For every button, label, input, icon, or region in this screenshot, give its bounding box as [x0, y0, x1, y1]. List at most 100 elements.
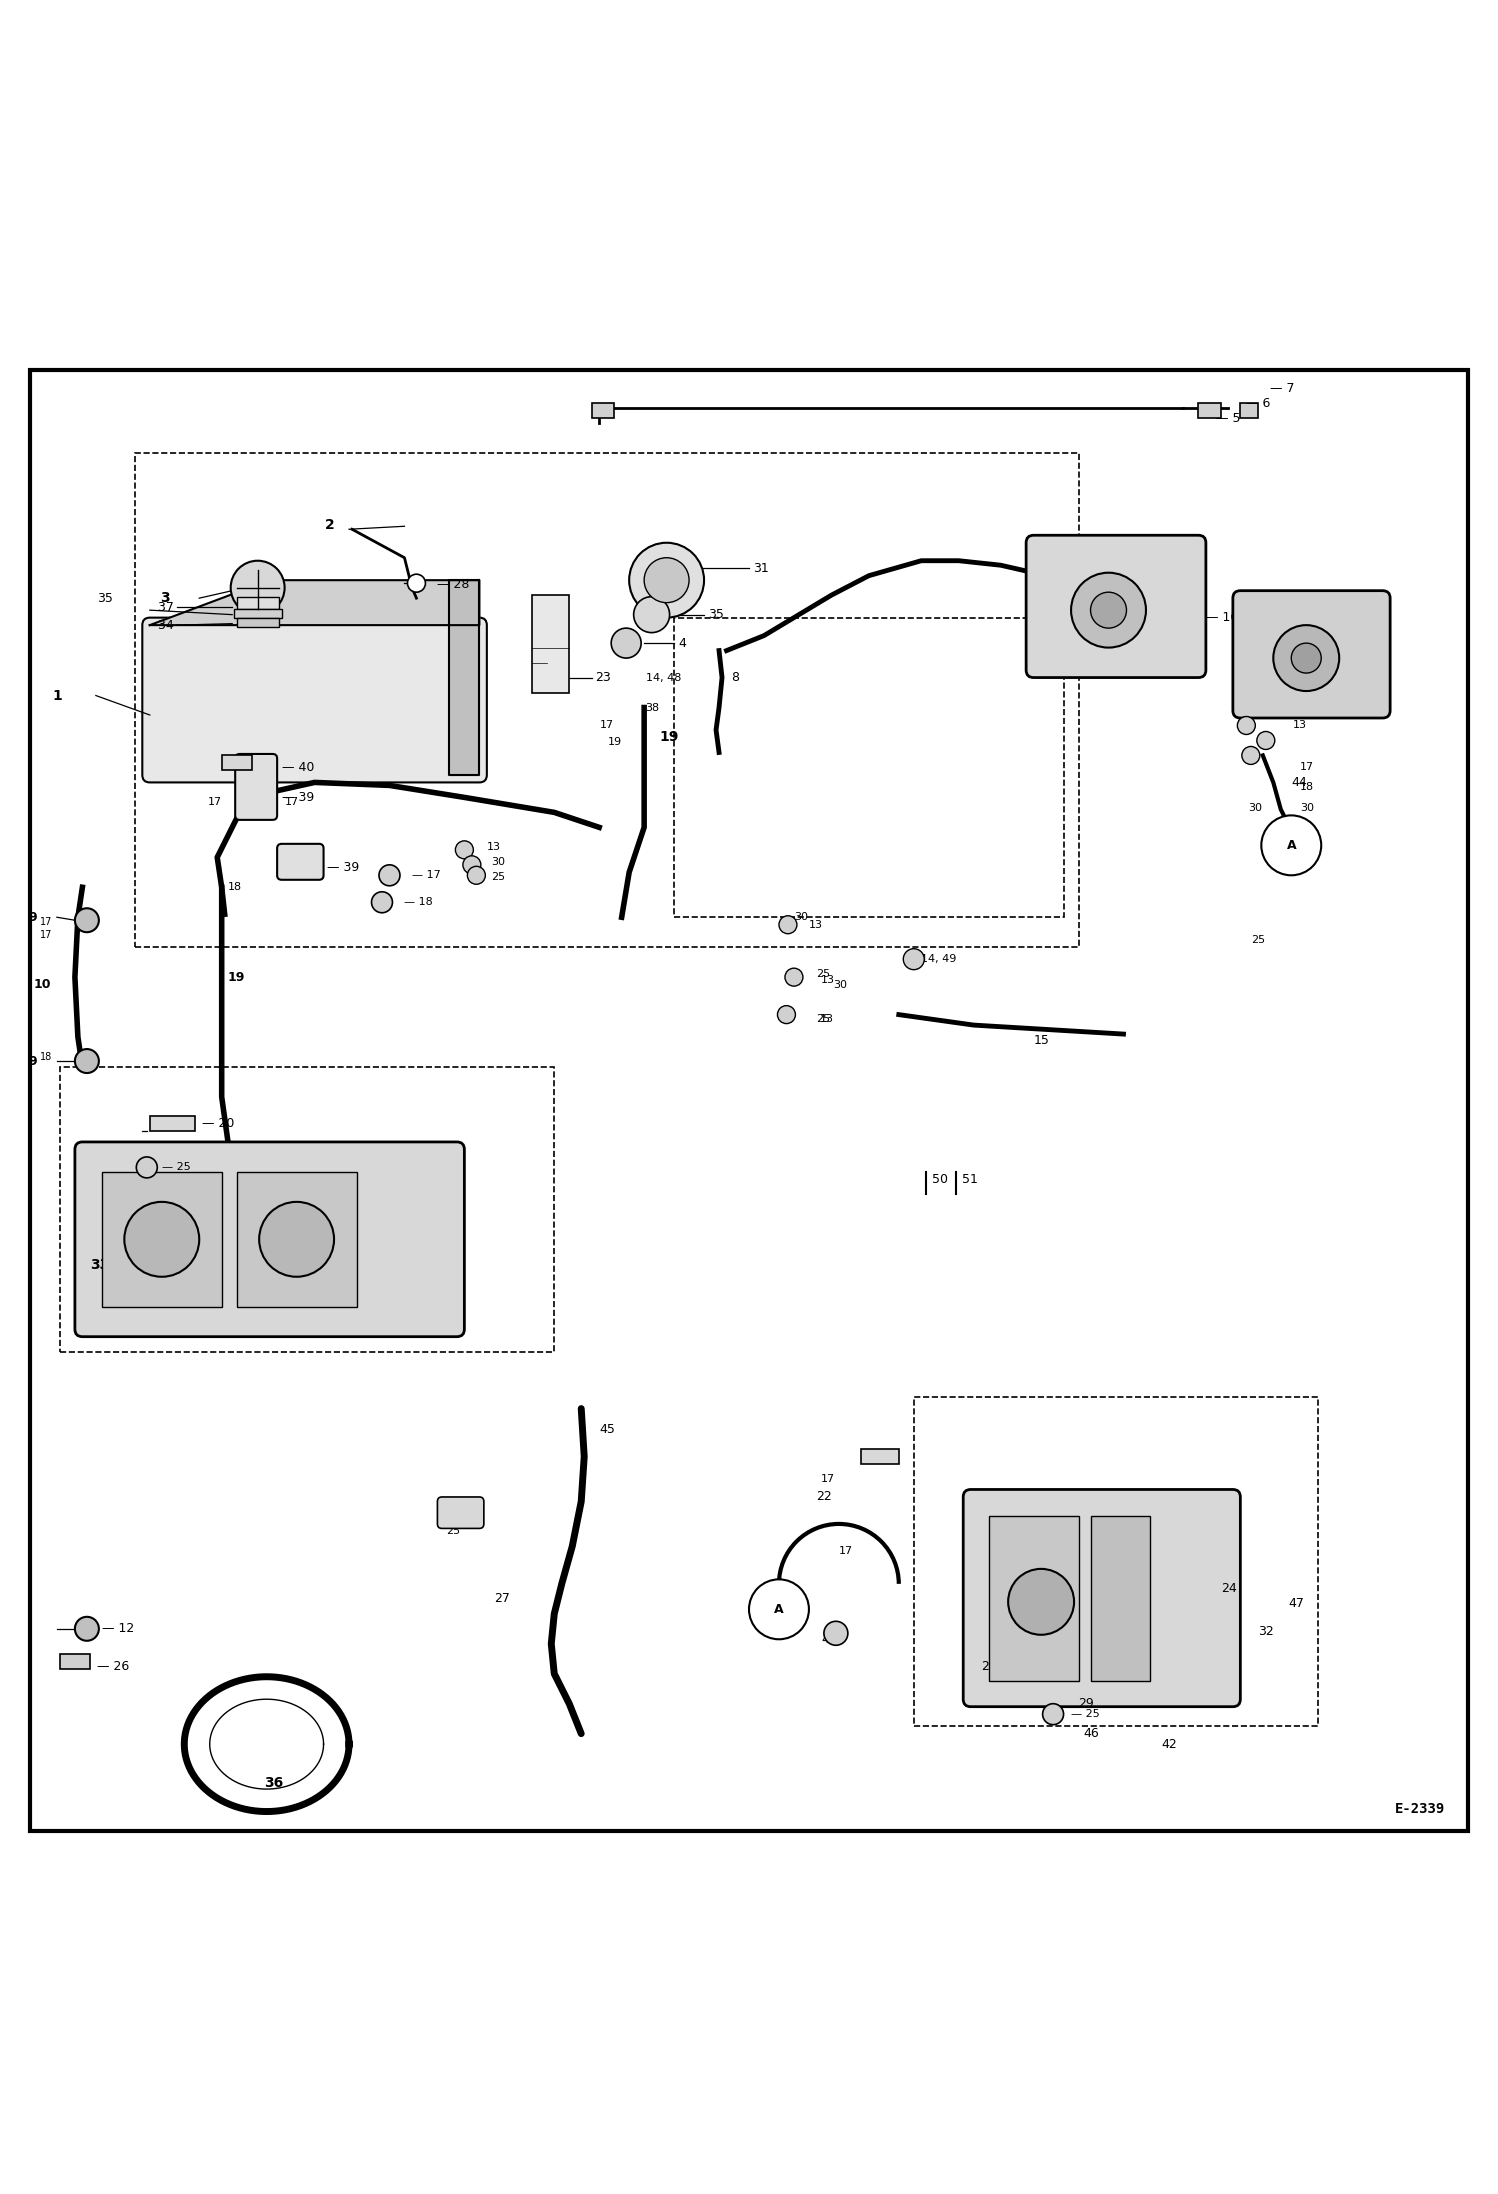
- Text: 9: 9: [28, 1055, 37, 1068]
- Bar: [222, 755, 252, 770]
- Text: 2: 2: [325, 518, 334, 531]
- Text: — 26: — 26: [97, 1659, 130, 1672]
- Circle shape: [1261, 816, 1321, 875]
- Text: 25: 25: [816, 1014, 830, 1025]
- Text: — 25: — 25: [1071, 1709, 1100, 1720]
- Text: 23: 23: [595, 671, 611, 685]
- Text: 13: 13: [487, 842, 500, 851]
- Text: 10: 10: [33, 979, 51, 992]
- Text: 46: 46: [1083, 1727, 1100, 1740]
- Text: — 28: — 28: [437, 579, 470, 590]
- Text: — 40: — 40: [282, 761, 315, 774]
- Text: 22: 22: [816, 1490, 833, 1503]
- Circle shape: [1242, 746, 1260, 764]
- Bar: [237, 597, 279, 608]
- Text: — 6: — 6: [1246, 397, 1270, 410]
- Text: 17: 17: [839, 1547, 852, 1556]
- Text: 44: 44: [1291, 777, 1308, 790]
- Bar: [150, 1117, 195, 1132]
- Text: 36: 36: [265, 1777, 283, 1790]
- Circle shape: [644, 557, 689, 603]
- Circle shape: [124, 1202, 199, 1277]
- Text: — 25: — 25: [162, 1163, 190, 1172]
- Circle shape: [372, 891, 392, 913]
- Circle shape: [779, 915, 797, 935]
- Bar: [861, 1448, 899, 1463]
- Text: E-2339: E-2339: [1395, 1801, 1446, 1817]
- Text: — 16: — 16: [1206, 612, 1239, 623]
- Text: 33: 33: [90, 1257, 109, 1273]
- Text: 13: 13: [819, 1014, 833, 1025]
- Text: 41: 41: [866, 1452, 882, 1466]
- Text: 38: 38: [646, 702, 659, 713]
- Text: 25: 25: [491, 871, 505, 882]
- Circle shape: [903, 948, 924, 970]
- Bar: [989, 1516, 1079, 1681]
- Circle shape: [379, 864, 400, 886]
- Bar: [237, 1172, 357, 1308]
- Text: — 17: — 17: [412, 871, 440, 880]
- Circle shape: [75, 1617, 99, 1641]
- Bar: [102, 1172, 222, 1308]
- Text: 25: 25: [1251, 935, 1264, 946]
- Text: 1: 1: [52, 689, 61, 702]
- Text: 13: 13: [809, 919, 822, 930]
- FancyBboxPatch shape: [1026, 535, 1206, 678]
- Text: 42: 42: [1161, 1738, 1177, 1751]
- Text: 18: 18: [40, 1051, 52, 1062]
- Circle shape: [407, 575, 425, 592]
- Text: 4: 4: [679, 636, 686, 649]
- FancyBboxPatch shape: [1233, 590, 1390, 717]
- Circle shape: [629, 542, 704, 619]
- Circle shape: [1091, 592, 1126, 627]
- Text: 30: 30: [1300, 803, 1314, 814]
- Circle shape: [1043, 1705, 1064, 1724]
- FancyBboxPatch shape: [142, 619, 487, 783]
- Circle shape: [1237, 717, 1255, 735]
- Text: 3: 3: [160, 590, 169, 606]
- Text: 27: 27: [494, 1593, 511, 1606]
- Circle shape: [1008, 1569, 1074, 1635]
- Bar: [532, 595, 569, 693]
- Text: 13: 13: [821, 974, 834, 985]
- FancyBboxPatch shape: [277, 845, 324, 880]
- Circle shape: [634, 597, 670, 632]
- Text: — 5: — 5: [1216, 412, 1240, 426]
- Text: 17: 17: [1300, 764, 1314, 772]
- Circle shape: [1273, 625, 1339, 691]
- Text: 30: 30: [491, 858, 505, 867]
- Text: — 12: — 12: [102, 1621, 135, 1635]
- Circle shape: [1291, 643, 1321, 674]
- Text: 30: 30: [1248, 803, 1261, 814]
- Text: — 20: — 20: [202, 1117, 235, 1130]
- Bar: [60, 1066, 554, 1352]
- Text: 17: 17: [40, 930, 52, 941]
- Bar: [592, 404, 614, 419]
- Circle shape: [463, 856, 481, 873]
- Polygon shape: [449, 579, 479, 774]
- Text: 32: 32: [1258, 1626, 1275, 1639]
- Text: 11: 11: [446, 1514, 463, 1527]
- Text: — 39: — 39: [327, 862, 360, 873]
- Text: 37 —: 37 —: [157, 601, 190, 614]
- Circle shape: [777, 1005, 795, 1025]
- Text: 14, 48: 14, 48: [646, 674, 682, 682]
- Text: 35: 35: [97, 592, 112, 606]
- Text: 24: 24: [1221, 1582, 1237, 1595]
- Text: 17: 17: [285, 796, 298, 807]
- Text: 17: 17: [821, 1474, 834, 1483]
- Text: 9: 9: [28, 911, 37, 924]
- Circle shape: [136, 1156, 157, 1178]
- Circle shape: [75, 1049, 99, 1073]
- Text: 25: 25: [816, 970, 830, 979]
- Text: 21: 21: [981, 1659, 998, 1672]
- FancyBboxPatch shape: [437, 1496, 484, 1529]
- Text: A: A: [774, 1604, 783, 1615]
- Text: 34 —: 34 —: [157, 619, 190, 632]
- Text: A: A: [1287, 838, 1296, 851]
- FancyBboxPatch shape: [235, 755, 277, 821]
- Text: — 7: — 7: [1270, 382, 1294, 395]
- Circle shape: [259, 1202, 334, 1277]
- Bar: [1198, 404, 1221, 419]
- Text: 31: 31: [753, 562, 770, 575]
